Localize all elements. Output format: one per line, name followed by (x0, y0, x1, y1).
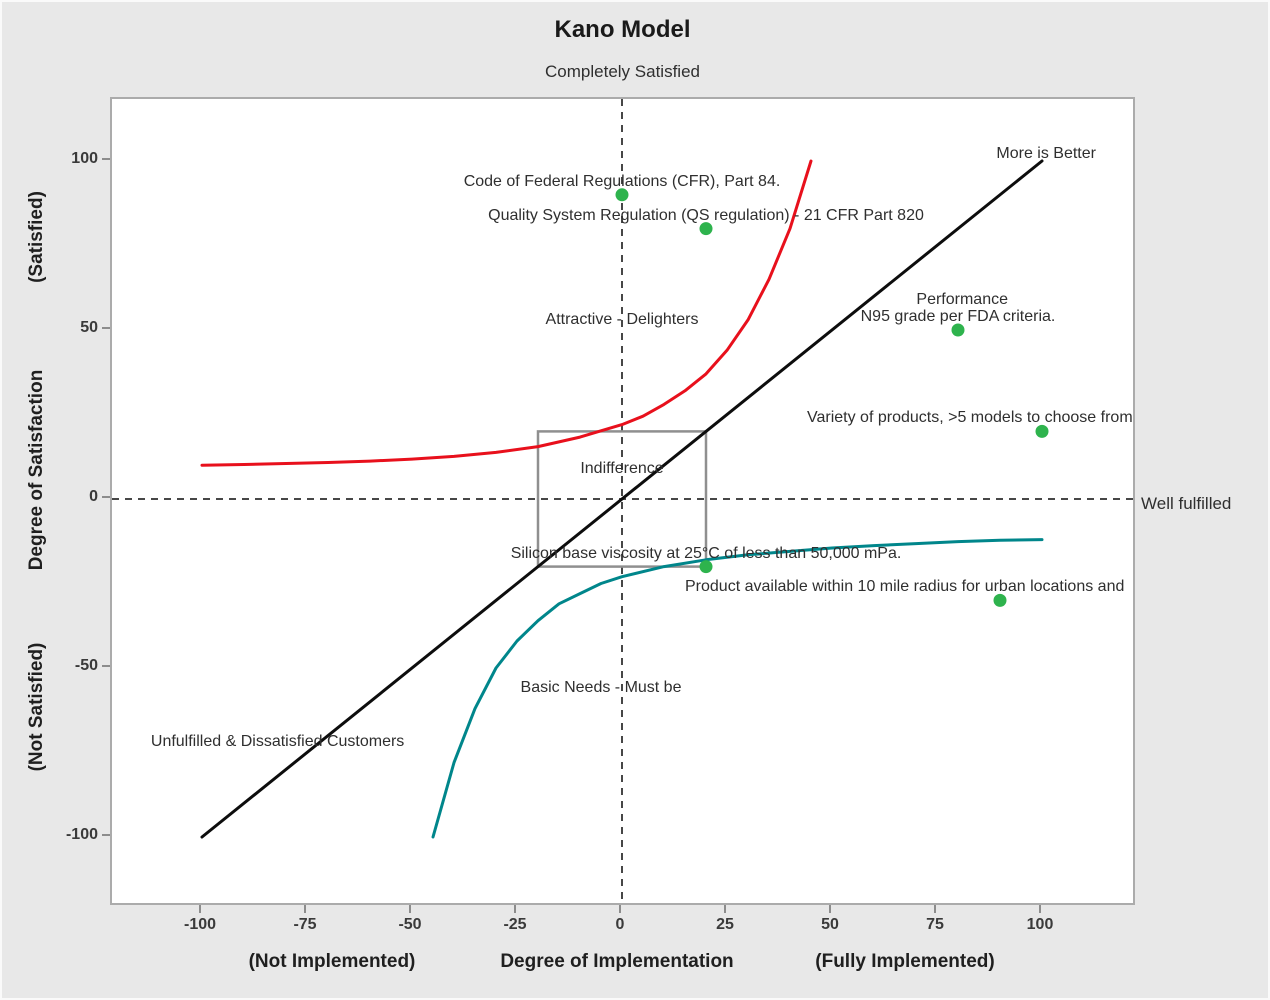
indifference-box (536, 430, 708, 568)
annotation-label: Attractive - Delighters (545, 310, 699, 328)
well-fulfilled-label: Well fulfilled (1141, 494, 1232, 513)
point-label: Product available within 10 mile radius … (685, 578, 1125, 596)
y-tickmark (102, 327, 110, 329)
x-tickmark (409, 905, 411, 913)
basic-curve (431, 538, 1044, 839)
y-tick-label: 50 (80, 319, 98, 336)
y-tickmark (102, 496, 110, 498)
y-tick-label: -100 (65, 826, 98, 843)
completely-satisfied-label: Completely Satisfied (545, 62, 700, 81)
annotation-label: Basic Needs - Must be (520, 679, 682, 697)
x-tickmark (829, 905, 831, 913)
attractive-curve (200, 159, 813, 467)
x-tickmark (199, 905, 201, 913)
annotation-label: Performance (916, 290, 1008, 308)
x-tickmark (724, 905, 726, 913)
x-tick-label: 50 (821, 916, 839, 933)
x-axis-title: Degree of Implementation (500, 951, 734, 972)
y-tickmark (102, 665, 110, 667)
x-tickmark (514, 905, 516, 913)
x-tick-label: -50 (398, 916, 422, 933)
x-tick-label: 100 (1026, 916, 1054, 933)
x-tick-label: -100 (183, 916, 217, 933)
x-tick-label: -75 (293, 916, 317, 933)
x-tick-label: 25 (716, 916, 734, 933)
x-tick-label: 0 (615, 916, 625, 933)
data-point (699, 560, 713, 574)
annotation-label: Unfulfilled & Dissatisfied Customers (150, 733, 405, 751)
point-label: N95 grade per FDA criteria. (860, 308, 1056, 325)
data-point (615, 188, 629, 202)
data-point (699, 222, 713, 236)
point-label: Quality System Regulation (QS regulation… (488, 206, 924, 224)
y-tickmark (102, 834, 110, 836)
data-point (993, 593, 1007, 607)
y-tick-label: 100 (71, 150, 98, 167)
y-axis-satisfied-label: (Satisfied) (26, 191, 47, 283)
x-tickmark (1039, 905, 1041, 913)
y-tick-label: 0 (89, 488, 98, 505)
y-axis-title: Degree of Satisfaction (26, 369, 47, 571)
x-tickmark (934, 905, 936, 913)
data-point (951, 323, 965, 337)
x-axis-not-implemented-label: (Not Implemented) (248, 951, 416, 972)
x-tick-label: -25 (503, 916, 527, 933)
x-tick-label: 75 (926, 916, 944, 933)
y-tick-label: -50 (74, 657, 98, 674)
annotation-label: More is Better (996, 145, 1096, 163)
point-label: Code of Federal Regulations (CFR), Part … (463, 172, 781, 190)
data-point (1035, 424, 1049, 438)
y-tickmark (102, 158, 110, 160)
point-label: Variety of products, >5 models to choose… (807, 409, 1133, 427)
chart-title: Kano Model (554, 16, 691, 43)
plot-area: Code of Federal Regulations (CFR), Part … (110, 97, 1135, 905)
plot-canvas (112, 99, 1133, 903)
performance-line (200, 159, 1044, 839)
x-tickmark (304, 905, 306, 913)
x-axis-fully-implemented-label: (Fully Implemented) (815, 951, 995, 972)
annotation-label: Indifference (580, 459, 664, 477)
point-label: Silicon base viscosity at 25°C of less t… (510, 544, 902, 562)
x-tickmark (619, 905, 621, 913)
